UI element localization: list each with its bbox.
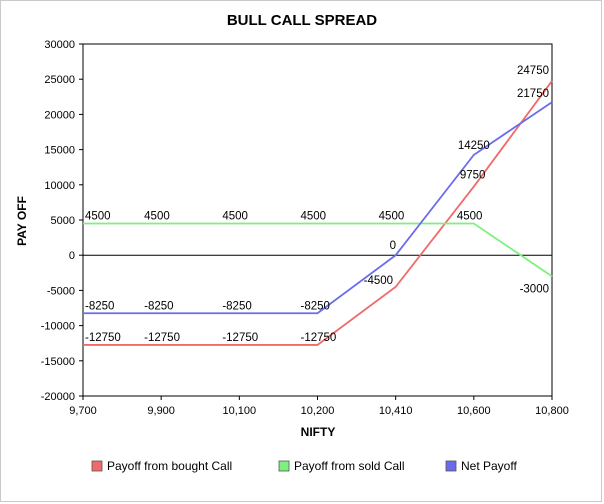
data-label-series-1: -4500: [364, 275, 393, 287]
x-axis-title: NIFTY: [301, 425, 336, 439]
data-label-series-1: 24750: [517, 65, 549, 77]
data-label-series-3: 21750: [517, 88, 549, 100]
y-tick-label: -10000: [41, 321, 75, 333]
y-tick-label: 5000: [51, 215, 75, 227]
data-label-series-3: -8250: [85, 300, 114, 312]
data-label-series-1: -12750: [85, 332, 121, 344]
legend-swatch: [278, 460, 290, 472]
y-tick-label: 20000: [44, 109, 75, 121]
x-tick-label: 10,600: [457, 405, 491, 417]
y-tick-label: -15000: [41, 356, 75, 368]
data-label-series-1: -12750: [222, 332, 258, 344]
chart-title: BULL CALL SPREAD: [227, 12, 377, 29]
x-tick-label: 9,900: [147, 405, 175, 417]
data-label-series-2: 4500: [379, 211, 405, 223]
series-lines: [83, 80, 553, 346]
x-tick-label: 9,700: [69, 405, 97, 417]
y-tick-label: 25000: [44, 74, 75, 86]
axes: -20000 -15000 -10000 -5000 0 5000 10000 15000 20…: [41, 39, 569, 417]
x-tick-label: 10,410: [379, 405, 413, 417]
data-label-series-3: 0: [390, 240, 396, 252]
series-line-3: [83, 101, 553, 315]
y-tick-label: 30000: [44, 39, 75, 51]
data-label-series-1: -12750: [301, 332, 337, 344]
legend-label: Payoff from sold Call: [294, 459, 405, 473]
data-label-series-3: -8250: [144, 300, 173, 312]
data-label-series-3: -8250: [301, 300, 330, 312]
legend: Payoff from bought Call Payoff from sold …: [91, 459, 517, 473]
data-label-series-1: -12750: [144, 332, 180, 344]
data-label-series-3: 14250: [458, 140, 490, 152]
data-label-series-1: 9750: [460, 170, 486, 182]
series-line-1: [83, 80, 553, 346]
data-labels: -12750 -12750 -12750 -12750 -4500 9750 24750 45…: [85, 65, 549, 344]
data-label-series-2: -3000: [520, 283, 549, 295]
y-tick-label: 0: [69, 250, 75, 262]
data-label-series-2: 4500: [457, 211, 483, 223]
legend-label: Net Payoff: [461, 459, 517, 473]
data-label-series-2: 4500: [301, 211, 327, 223]
y-tick-label: -20000: [41, 391, 75, 403]
legend-swatch: [445, 460, 457, 472]
y-tick-label: 10000: [44, 180, 75, 192]
x-tick-label: 10,100: [223, 405, 257, 417]
data-label-series-2: 4500: [85, 211, 111, 223]
series-line-2: [83, 222, 553, 278]
data-label-series-2: 4500: [222, 211, 248, 223]
data-label-series-3: -8250: [222, 300, 251, 312]
y-tick-label: -5000: [47, 285, 75, 297]
x-tick-label: 10,200: [301, 405, 335, 417]
data-label-series-2: 4500: [144, 211, 170, 223]
x-tick-label: 10,800: [535, 405, 569, 417]
y-tick-label: 15000: [44, 145, 75, 157]
legend-label: Payoff from bought Call: [107, 459, 232, 473]
legend-swatch: [91, 460, 103, 472]
y-axis-title: PAY OFF: [15, 196, 29, 246]
